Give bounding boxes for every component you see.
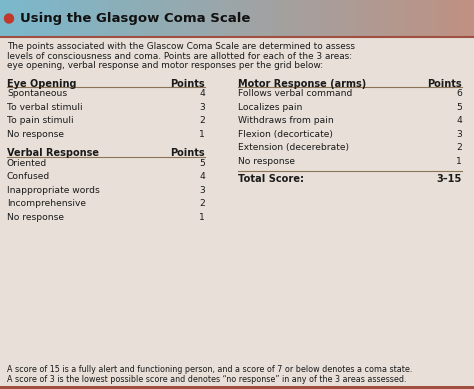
- Text: Localizes pain: Localizes pain: [238, 102, 302, 112]
- Bar: [201, 0, 214, 37]
- Text: The points associated with the Glascow Coma Scale are determined to assess: The points associated with the Glascow C…: [7, 42, 355, 51]
- Bar: [0, 386, 474, 389]
- Text: Points: Points: [428, 79, 462, 89]
- Text: 2: 2: [199, 199, 205, 208]
- Circle shape: [4, 14, 13, 23]
- Bar: [237, 0, 250, 37]
- Bar: [438, 0, 451, 37]
- Text: Using the Glasgow Coma Scale: Using the Glasgow Coma Scale: [20, 12, 250, 25]
- Text: A score of 3 is the lowest possible score and denotes “no response” in any of th: A score of 3 is the lowest possible scor…: [7, 375, 407, 384]
- Text: 4: 4: [199, 172, 205, 181]
- Text: No response: No response: [7, 130, 64, 138]
- Bar: [391, 0, 404, 37]
- Bar: [36, 0, 48, 37]
- Bar: [154, 0, 167, 37]
- Bar: [118, 0, 131, 37]
- Text: 4: 4: [456, 116, 462, 125]
- Text: 2: 2: [199, 116, 205, 125]
- Text: Flexion (decorticate): Flexion (decorticate): [238, 130, 333, 138]
- Bar: [190, 0, 202, 37]
- Bar: [308, 0, 321, 37]
- Bar: [367, 0, 380, 37]
- Text: eye opening, verbal response and motor responses per the grid below:: eye opening, verbal response and motor r…: [7, 61, 323, 70]
- Text: Eye Opening: Eye Opening: [7, 79, 76, 89]
- Text: Verbal Response: Verbal Response: [7, 148, 99, 158]
- Text: Confused: Confused: [7, 172, 50, 181]
- Text: 3: 3: [199, 186, 205, 194]
- Text: A score of 15 is a fully alert and functioning person, and a score of 7 or below: A score of 15 is a fully alert and funct…: [7, 366, 412, 375]
- Text: Follows verbal command: Follows verbal command: [238, 89, 352, 98]
- Bar: [59, 0, 72, 37]
- Bar: [83, 0, 96, 37]
- Text: To verbal stimuli: To verbal stimuli: [7, 102, 82, 112]
- Text: Extension (decerebrate): Extension (decerebrate): [238, 143, 349, 152]
- Text: To pain stimuli: To pain stimuli: [7, 116, 73, 125]
- Text: 2: 2: [456, 143, 462, 152]
- Bar: [249, 0, 262, 37]
- Text: Points: Points: [170, 79, 205, 89]
- Text: 1: 1: [199, 212, 205, 221]
- Bar: [379, 0, 392, 37]
- Text: 3: 3: [456, 130, 462, 138]
- Bar: [415, 0, 428, 37]
- Text: Inappropriate words: Inappropriate words: [7, 186, 100, 194]
- Bar: [344, 0, 356, 37]
- Text: 1: 1: [199, 130, 205, 138]
- Bar: [462, 0, 474, 37]
- Bar: [47, 0, 60, 37]
- Text: Spontaneous: Spontaneous: [7, 89, 67, 98]
- Bar: [95, 0, 108, 37]
- Text: Incomprehensive: Incomprehensive: [7, 199, 86, 208]
- Bar: [166, 0, 179, 37]
- Bar: [273, 0, 285, 37]
- Bar: [130, 0, 143, 37]
- Bar: [0, 0, 13, 37]
- Bar: [284, 0, 297, 37]
- Text: 4: 4: [199, 89, 205, 98]
- Text: Withdraws from pain: Withdraws from pain: [238, 116, 334, 125]
- Text: 5: 5: [199, 158, 205, 168]
- Bar: [356, 0, 368, 37]
- Text: levels of consciousness and coma. Points are allotted for each of the 3 areas:: levels of consciousness and coma. Points…: [7, 51, 352, 61]
- Bar: [320, 0, 333, 37]
- Bar: [403, 0, 416, 37]
- Bar: [24, 0, 36, 37]
- Bar: [107, 0, 119, 37]
- Bar: [261, 0, 273, 37]
- Bar: [71, 0, 84, 37]
- Text: No response: No response: [7, 212, 64, 221]
- Text: No response: No response: [238, 156, 295, 165]
- Bar: [213, 0, 226, 37]
- Text: Motor Response (arms): Motor Response (arms): [238, 79, 366, 89]
- Bar: [178, 0, 191, 37]
- Text: 6: 6: [456, 89, 462, 98]
- Bar: [332, 0, 345, 37]
- Text: 3–15: 3–15: [437, 174, 462, 184]
- Bar: [225, 0, 238, 37]
- Bar: [427, 0, 439, 37]
- Text: 1: 1: [456, 156, 462, 165]
- Bar: [296, 0, 309, 37]
- Text: Total Score:: Total Score:: [238, 174, 304, 184]
- Text: Points: Points: [170, 148, 205, 158]
- Text: 3: 3: [199, 102, 205, 112]
- Text: Oriented: Oriented: [7, 158, 47, 168]
- Bar: [450, 0, 463, 37]
- Text: 5: 5: [456, 102, 462, 112]
- Bar: [142, 0, 155, 37]
- Bar: [12, 0, 25, 37]
